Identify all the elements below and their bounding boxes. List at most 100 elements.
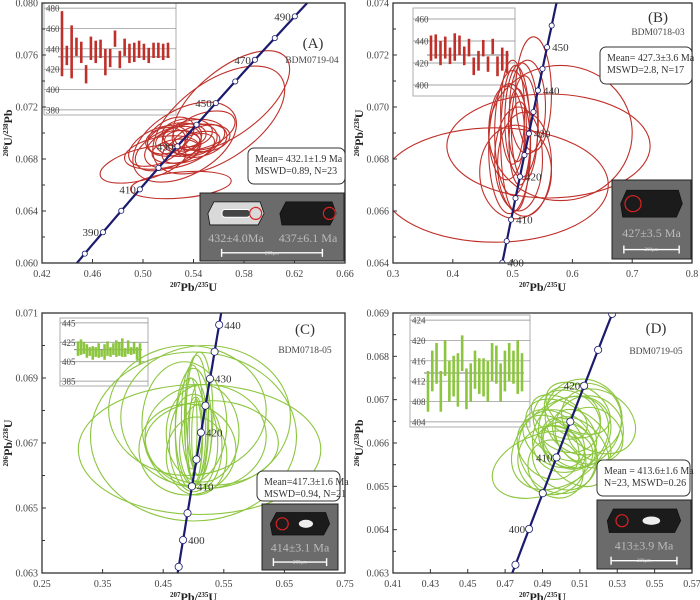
concordia-age-label: 400 <box>509 524 526 536</box>
x-tick-label: 0.62 <box>286 269 304 280</box>
superscript: 238 <box>353 118 361 129</box>
inset-tick-label: 405 <box>62 357 76 367</box>
concordia-age-label: 420 <box>206 428 223 440</box>
y-tick-label: 0.064 <box>16 207 39 218</box>
element: Pb/ <box>529 590 547 600</box>
concordia-age-marker <box>136 186 143 193</box>
inset-tick-label: 408 <box>412 397 426 407</box>
error-ellipse <box>497 111 553 217</box>
y-tick-label: 0.063 <box>367 569 390 580</box>
error-ellipse <box>144 383 267 490</box>
element: U <box>1 419 15 428</box>
y-tick-label: 0.071 <box>16 309 39 320</box>
concordia-panel-a: 380 400 420 440 460 480 390 410 430 450 470 490 0.42… <box>1 0 354 294</box>
concordia-age-marker <box>594 345 603 354</box>
analysis-spot-marker <box>275 517 289 531</box>
error-ellipse <box>176 132 216 157</box>
inset-tick-label: 440 <box>415 37 429 47</box>
superscript: 206 <box>2 456 10 467</box>
concordia-age-marker <box>196 428 205 437</box>
concordia-age-marker <box>525 130 532 137</box>
scale-bar-label: 200μm <box>637 559 651 564</box>
inset-tick-label: 425 <box>62 338 76 348</box>
x-tick-label: 0.66 <box>336 269 354 280</box>
error-ellipse <box>184 377 198 477</box>
stats-line: Mean= 427.3±3.6 Ma <box>607 53 695 64</box>
x-tick-label: 0.35 <box>94 579 112 590</box>
inset-tick-label: 424 <box>412 316 426 326</box>
concordia-age-marker <box>183 509 192 518</box>
x-tick-label: 0.57 <box>683 579 700 590</box>
error-ellipse <box>507 88 527 163</box>
error-ellipses <box>99 50 291 200</box>
superscript: 235 <box>547 281 558 289</box>
x-tick-label: 0.55 <box>215 579 233 590</box>
error-ellipse <box>89 351 298 522</box>
cl-zircon-image: 432±4.0Ma 437±6.1 Ma 200μm <box>199 192 345 262</box>
stats-box <box>247 147 346 185</box>
x-tick-label: 0.3 <box>387 269 400 280</box>
stats-line: Mean=417.3±1.6 Ma <box>264 477 349 488</box>
x-axis-label: 207Pb/235U <box>170 280 217 294</box>
concordia-age-label: 450 <box>195 98 212 110</box>
concordia-curve <box>499 3 558 263</box>
concordia-age-marker <box>580 381 589 390</box>
spot-age-label: 414±3.1 Ma <box>271 541 330 555</box>
concordia-age-marker <box>534 87 541 94</box>
superscript: 235 <box>198 281 209 289</box>
y-tick-label: 0.076 <box>16 51 39 62</box>
concordia-age-marker <box>271 35 278 42</box>
concordia-age-marker <box>174 562 183 571</box>
inset-tick-label: 400 <box>46 85 60 95</box>
error-ellipse <box>517 409 597 495</box>
superscript: 206 <box>353 146 361 157</box>
error-ellipse <box>491 430 594 499</box>
superscript: 206 <box>353 456 361 467</box>
cl-zircon-image: 413±3.9 Ma 200μm <box>596 499 692 570</box>
error-ellipse <box>108 344 267 477</box>
x-axis-label: 207Pb/235U <box>170 590 217 600</box>
y-axis-label: 206U/238Pb <box>352 419 366 466</box>
inset-tick-label: 412 <box>412 377 426 387</box>
concordia-age-marker <box>525 524 534 533</box>
spot-age-label: 437±6.1 Ma <box>279 231 338 245</box>
y-tick-label: 0.066 <box>367 439 390 450</box>
concordia-age-marker <box>212 100 219 107</box>
inset-tick-label: 404 <box>412 417 426 427</box>
concordia-age-marker <box>508 216 515 223</box>
element: U/ <box>352 443 366 456</box>
concordia-age-marker <box>201 401 210 410</box>
sample-id: BDM0719-05 <box>629 347 683 357</box>
error-ellipse <box>163 129 201 152</box>
zircon-core <box>642 516 661 525</box>
inset-tick-label: 400 <box>415 81 429 91</box>
inset-weighted-mean-chart: 380 400 420 440 460 480 <box>43 2 177 115</box>
y-tick-label: 0.068 <box>367 155 390 166</box>
error-ellipse <box>537 382 622 469</box>
error-ellipse <box>179 403 223 490</box>
error-ellipse <box>494 106 544 212</box>
element: U <box>352 109 366 118</box>
zircon-grain <box>620 189 683 218</box>
element: Pb/ <box>180 590 198 600</box>
inset-tick-label: 420 <box>46 65 60 75</box>
concordia-age-marker <box>215 320 224 329</box>
error-ellipse <box>168 393 219 493</box>
x-tick-label: 0.5 <box>506 269 519 280</box>
error-ellipse <box>171 110 236 151</box>
superscript: 207 <box>170 591 181 599</box>
analysis-spot-marker <box>615 514 629 528</box>
superscript: 207 <box>519 281 530 289</box>
zircon-core <box>221 209 251 218</box>
inset-tick-label: 416 <box>412 356 426 366</box>
concordia-age-marker <box>179 535 188 544</box>
element: U/ <box>1 133 15 146</box>
concordia-age-marker <box>99 229 106 236</box>
concordia-age-label: 410 <box>119 184 136 196</box>
concordia-age-marker <box>174 143 181 150</box>
y-tick-label: 0.066 <box>367 207 390 218</box>
x-tick-label: 0.49 <box>534 579 552 590</box>
concordia-age-marker <box>81 250 88 257</box>
error-ellipse <box>530 394 588 440</box>
inset-tick-label: 420 <box>412 336 426 346</box>
